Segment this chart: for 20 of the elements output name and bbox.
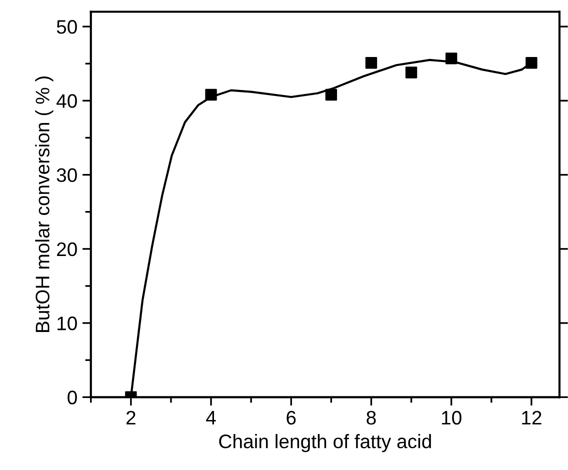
- x-axis-title: Chain length of fatty acid: [219, 434, 431, 452]
- x-tick-label: 6: [286, 410, 296, 425]
- x-tick-label: 12: [522, 410, 542, 424]
- point: [325, 88, 338, 101]
- y-tick-label: 40: [56, 94, 77, 108]
- y-tick-label: 0: [68, 390, 77, 404]
- point: [205, 88, 217, 101]
- x-tick-label: 10: [442, 410, 462, 425]
- y-axis-title: ButOH molar conversion ( % ): [35, 76, 54, 332]
- point: [526, 57, 538, 69]
- point: [445, 52, 458, 64]
- y-tick-label: 50: [56, 20, 77, 34]
- point: [365, 57, 378, 69]
- y-tick-label: 10: [58, 316, 77, 330]
- point: [405, 66, 418, 78]
- y-tick-label: 20: [57, 242, 77, 256]
- y-tick-label: 30: [56, 168, 77, 182]
- x-tick-label: 8: [366, 410, 376, 425]
- x-tick-label: 4: [206, 411, 216, 424]
- x-tick-label: 2: [126, 410, 136, 424]
